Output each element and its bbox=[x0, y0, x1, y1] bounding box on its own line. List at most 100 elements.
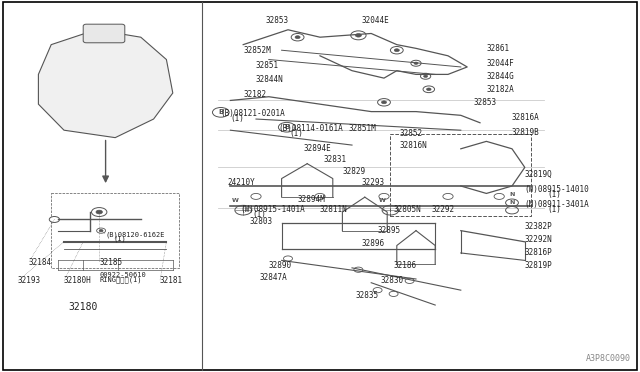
Text: 32044F: 32044F bbox=[486, 59, 514, 68]
Text: 32816N: 32816N bbox=[400, 141, 428, 150]
Circle shape bbox=[405, 278, 414, 283]
Text: (W)08915-1401A: (W)08915-1401A bbox=[240, 205, 305, 214]
Text: (1): (1) bbox=[230, 114, 244, 123]
Circle shape bbox=[379, 193, 389, 199]
Text: 32853: 32853 bbox=[266, 16, 289, 25]
Circle shape bbox=[394, 49, 399, 52]
Bar bbox=[390, 134, 531, 216]
Circle shape bbox=[355, 33, 362, 37]
Text: (W)08915-14010: (W)08915-14010 bbox=[525, 185, 589, 194]
Text: 32831: 32831 bbox=[323, 155, 346, 164]
Circle shape bbox=[295, 36, 300, 39]
Text: (1): (1) bbox=[547, 190, 561, 199]
Text: (B)08121-0201A: (B)08121-0201A bbox=[221, 109, 285, 118]
Text: 32044E: 32044E bbox=[362, 16, 389, 25]
Text: 32819Q: 32819Q bbox=[525, 170, 552, 179]
Circle shape bbox=[373, 288, 382, 293]
FancyBboxPatch shape bbox=[83, 24, 125, 43]
Circle shape bbox=[381, 101, 387, 104]
Text: 32182A: 32182A bbox=[486, 85, 514, 94]
Text: A3P8C0090: A3P8C0090 bbox=[586, 354, 630, 363]
Text: 32852M: 32852M bbox=[243, 46, 271, 55]
Text: (1): (1) bbox=[114, 236, 127, 243]
Text: B: B bbox=[218, 109, 223, 115]
Text: 32180: 32180 bbox=[68, 302, 98, 312]
Text: 32382P: 32382P bbox=[525, 222, 552, 231]
Circle shape bbox=[390, 46, 403, 54]
Text: 32847A: 32847A bbox=[259, 273, 287, 282]
Text: (N)08911-3401A: (N)08911-3401A bbox=[525, 200, 589, 209]
Text: 32181: 32181 bbox=[160, 276, 183, 285]
Text: 32890: 32890 bbox=[269, 262, 292, 270]
Text: 32861: 32861 bbox=[486, 44, 509, 53]
Circle shape bbox=[354, 267, 363, 272]
Text: (B)08114-0161A: (B)08114-0161A bbox=[278, 124, 343, 133]
Polygon shape bbox=[38, 30, 173, 138]
Text: RINGリング(1): RINGリング(1) bbox=[99, 276, 141, 283]
Circle shape bbox=[506, 199, 518, 206]
Circle shape bbox=[251, 193, 261, 199]
Text: 32835: 32835 bbox=[355, 291, 378, 300]
Circle shape bbox=[291, 33, 304, 41]
Circle shape bbox=[99, 230, 103, 232]
Text: 32816P: 32816P bbox=[525, 248, 552, 257]
Text: 32816A: 32816A bbox=[512, 113, 540, 122]
Text: 32894M: 32894M bbox=[298, 195, 325, 203]
Text: 32184: 32184 bbox=[29, 258, 52, 267]
Circle shape bbox=[506, 206, 518, 214]
Text: W: W bbox=[379, 199, 385, 203]
Circle shape bbox=[424, 75, 428, 77]
Text: 32803: 32803 bbox=[250, 217, 273, 226]
Text: 32185: 32185 bbox=[99, 258, 122, 267]
Circle shape bbox=[389, 291, 398, 296]
Circle shape bbox=[235, 205, 252, 215]
Text: 32852: 32852 bbox=[400, 129, 423, 138]
Text: 32844N: 32844N bbox=[256, 76, 284, 84]
Text: 32819P: 32819P bbox=[525, 262, 552, 270]
Circle shape bbox=[443, 193, 453, 199]
Text: 32193: 32193 bbox=[18, 276, 41, 285]
Circle shape bbox=[96, 210, 102, 214]
Circle shape bbox=[382, 205, 399, 215]
Text: 32894E: 32894E bbox=[304, 144, 332, 153]
Text: 32293: 32293 bbox=[362, 178, 385, 187]
Text: 32851M: 32851M bbox=[349, 124, 376, 133]
Text: (B)08120-6162E: (B)08120-6162E bbox=[106, 231, 165, 238]
Text: 32180H: 32180H bbox=[64, 276, 92, 285]
Text: 32186: 32186 bbox=[394, 262, 417, 270]
Text: (1): (1) bbox=[289, 129, 303, 138]
Text: W: W bbox=[232, 199, 238, 203]
Circle shape bbox=[92, 208, 107, 217]
Circle shape bbox=[426, 88, 431, 91]
Circle shape bbox=[423, 86, 435, 93]
Circle shape bbox=[351, 31, 366, 40]
Text: 32829: 32829 bbox=[342, 167, 365, 176]
Text: (1): (1) bbox=[547, 205, 561, 214]
Text: 32805N: 32805N bbox=[394, 205, 421, 214]
Circle shape bbox=[278, 122, 295, 132]
Circle shape bbox=[378, 99, 390, 106]
Circle shape bbox=[414, 62, 418, 64]
Text: 32292N: 32292N bbox=[525, 235, 552, 244]
Circle shape bbox=[49, 217, 60, 222]
Text: 32819B: 32819B bbox=[512, 128, 540, 137]
Text: B: B bbox=[284, 124, 289, 130]
Text: 00922-50610: 00922-50610 bbox=[99, 272, 146, 278]
Text: 32292: 32292 bbox=[432, 205, 455, 214]
Text: N: N bbox=[509, 192, 515, 197]
Circle shape bbox=[284, 256, 292, 261]
Text: (1): (1) bbox=[253, 210, 267, 219]
Text: 32182: 32182 bbox=[243, 90, 266, 99]
Text: 32895: 32895 bbox=[378, 226, 401, 235]
Text: 32853: 32853 bbox=[474, 98, 497, 107]
Circle shape bbox=[420, 73, 431, 79]
Circle shape bbox=[411, 60, 421, 66]
Text: 24210Y: 24210Y bbox=[227, 178, 255, 187]
Circle shape bbox=[315, 193, 325, 199]
Text: 32844G: 32844G bbox=[486, 72, 514, 81]
Text: 32896: 32896 bbox=[362, 239, 385, 248]
Circle shape bbox=[212, 108, 229, 117]
Circle shape bbox=[97, 228, 106, 233]
Text: 32851: 32851 bbox=[256, 61, 279, 70]
Text: 32811N: 32811N bbox=[320, 205, 348, 214]
